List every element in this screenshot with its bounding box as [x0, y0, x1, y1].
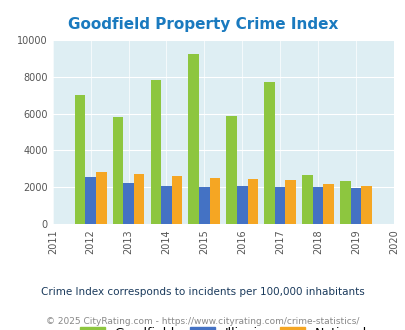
Text: Goodfield Property Crime Index: Goodfield Property Crime Index: [68, 16, 337, 31]
Bar: [274, 186, 285, 224]
Bar: [85, 177, 96, 224]
Bar: [188, 54, 198, 224]
Text: Crime Index corresponds to incidents per 100,000 inhabitants: Crime Index corresponds to incidents per…: [41, 287, 364, 297]
Bar: [285, 180, 295, 224]
Text: © 2025 CityRating.com - https://www.cityrating.com/crime-statistics/: © 2025 CityRating.com - https://www.city…: [46, 317, 359, 326]
Bar: [339, 181, 350, 224]
Bar: [350, 188, 360, 224]
Bar: [264, 82, 274, 224]
Bar: [123, 183, 134, 224]
Bar: [150, 80, 161, 224]
Bar: [134, 174, 144, 224]
Bar: [75, 95, 85, 224]
Bar: [247, 179, 258, 224]
Bar: [226, 116, 237, 224]
Bar: [322, 184, 333, 224]
Bar: [237, 185, 247, 224]
Bar: [161, 185, 171, 224]
Bar: [112, 117, 123, 224]
Bar: [171, 176, 182, 224]
Bar: [312, 187, 322, 224]
Bar: [360, 185, 371, 224]
Bar: [301, 175, 312, 224]
Bar: [209, 178, 220, 224]
Bar: [198, 186, 209, 224]
Legend: Goodfield, Illinois, National: Goodfield, Illinois, National: [79, 327, 366, 330]
Bar: [96, 172, 107, 224]
